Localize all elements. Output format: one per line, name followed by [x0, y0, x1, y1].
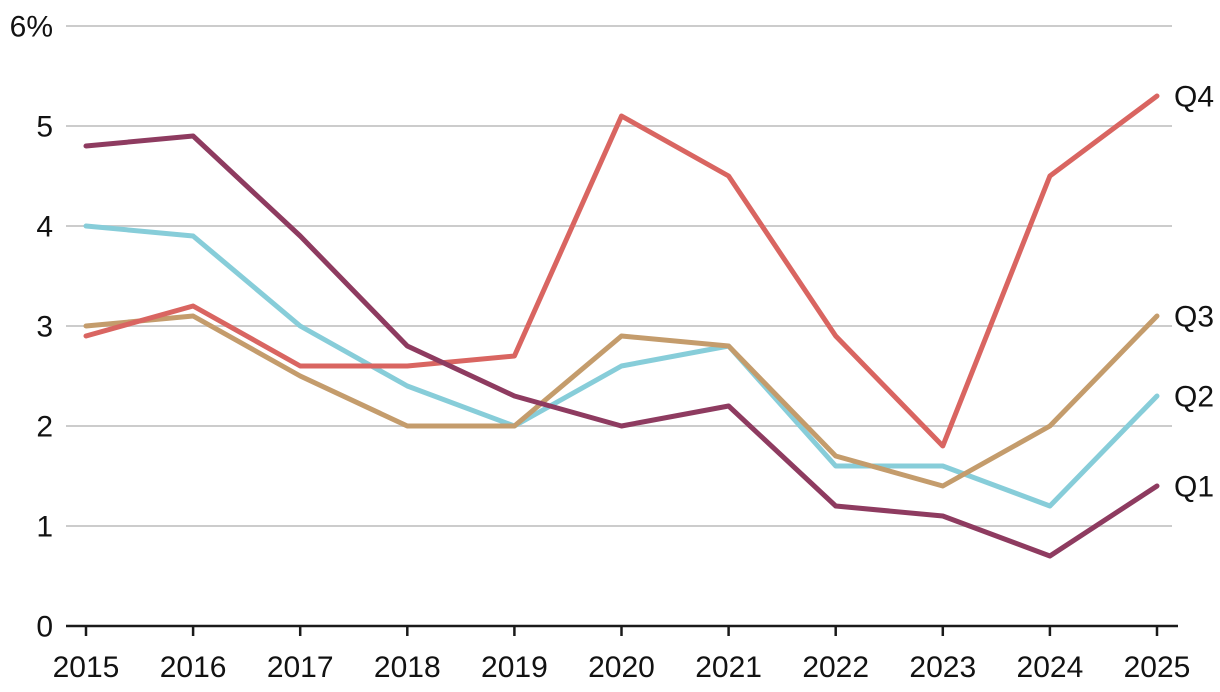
series-line-q3 [83, 313, 1160, 489]
x-axis-label: 2023 [909, 651, 976, 684]
series-labels-group: Q1 Q2 Q3 Q4 [1174, 81, 1214, 504]
series-label-q2: Q2 [1174, 381, 1214, 414]
x-axis-label: 2016 [160, 651, 227, 684]
series-label-q1: Q1 [1174, 471, 1214, 504]
y-axis-label: 0 [36, 611, 53, 644]
series-line-q4 [83, 93, 1160, 449]
series-label-q4: Q4 [1174, 81, 1214, 114]
series-label-q3: Q3 [1174, 301, 1214, 334]
x-axis-group: 2015 2016 2017 2018 2019 2020 2021 2022 2023 2024… [53, 624, 1191, 684]
x-axis-label: 2019 [481, 651, 548, 684]
y-axis-label: 2 [36, 411, 53, 444]
x-axis-label: 2021 [695, 651, 762, 684]
y-axis-label: 5 [36, 111, 53, 144]
y-axis-label: 6% [10, 11, 53, 44]
series-group [83, 93, 1160, 559]
y-axis-label: 1 [36, 511, 53, 544]
x-axis-label: 2024 [1017, 651, 1084, 684]
y-axis-labels-group: 0 1 2 3 4 5 6% [10, 11, 53, 644]
x-axis-label: 2018 [374, 651, 441, 684]
y-axis-label: 4 [36, 211, 53, 244]
x-axis-label: 2025 [1124, 651, 1191, 684]
x-axis-label: 2017 [267, 651, 334, 684]
y-axis-label: 3 [36, 311, 53, 344]
x-axis-label: 2020 [588, 651, 655, 684]
x-axis-label: 2015 [53, 651, 120, 684]
x-axis-label: 2022 [802, 651, 869, 684]
series-line-q1 [83, 133, 1160, 559]
series-line-q2 [83, 223, 1160, 509]
